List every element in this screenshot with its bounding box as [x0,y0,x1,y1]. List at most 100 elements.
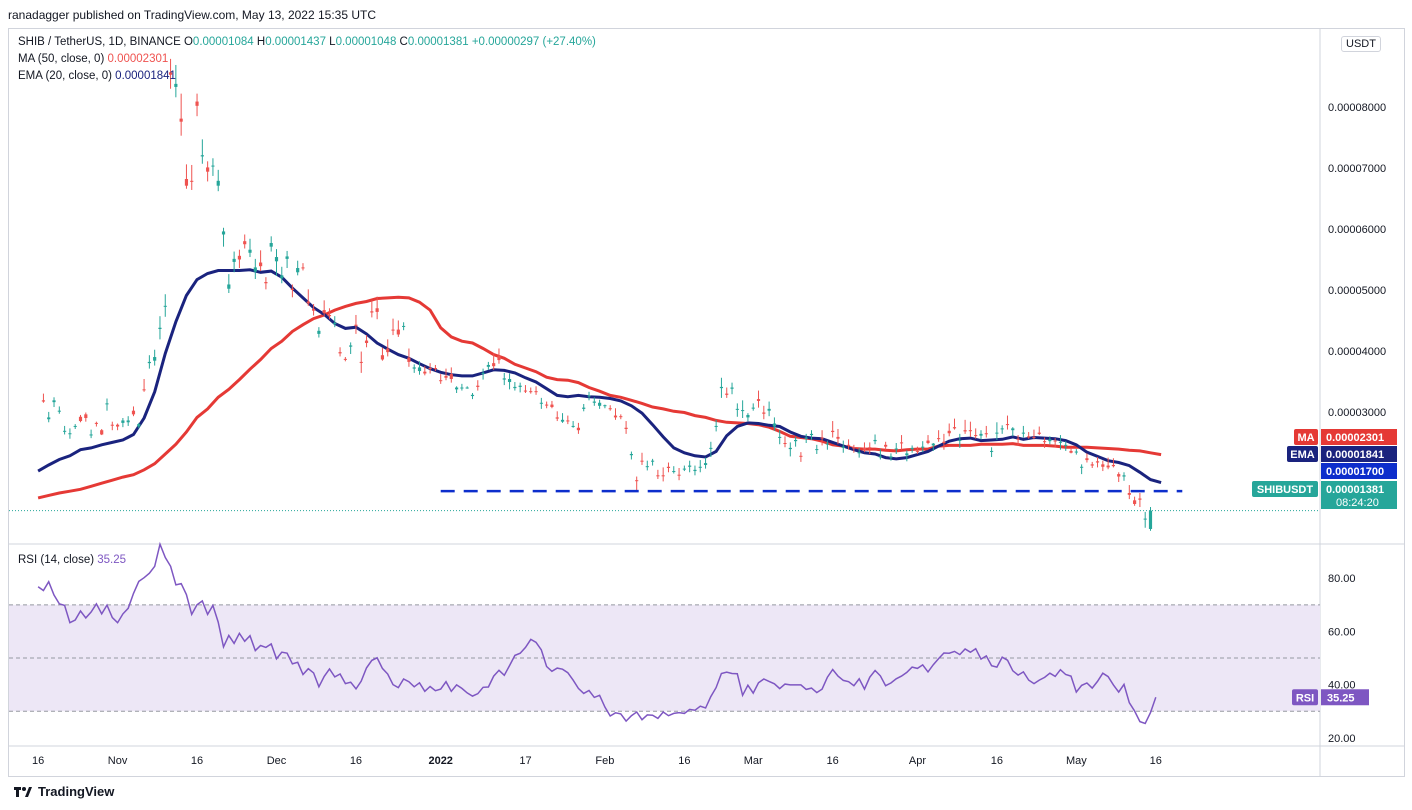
open-label: O [183,36,193,48]
currency-button[interactable]: USDT [1341,36,1381,52]
candle-body [158,327,162,329]
candle-body [174,83,178,87]
time-tick-label: Nov [108,755,128,767]
candle [507,373,512,390]
ema-legend[interactable]: EMA (20, close, 0) 0.00001841 [18,70,176,82]
candle-body [455,387,459,390]
candle-body [253,267,257,272]
candle-body [974,435,978,437]
price-tick-label: 0.00006000 [1328,224,1386,236]
candle [444,368,448,381]
candle [264,277,268,290]
candle-body [889,456,893,458]
candle [799,452,803,462]
candle-body [709,447,713,449]
candle-body [804,437,808,439]
candle-body [476,385,480,387]
candle [317,327,321,338]
candle-body [725,393,729,395]
candle-body [836,436,840,439]
candle [497,348,501,364]
time-tick-label: May [1066,755,1087,767]
candle [343,357,347,362]
candle [1016,435,1020,446]
candle-body [603,405,607,407]
rsi-legend[interactable]: RSI (14, close) 35.25 [18,554,126,566]
candle [613,408,618,420]
candle-body [910,447,914,450]
candle [285,250,289,269]
high-value: 0.00001437 [265,36,326,48]
time-tick-label: 16 [827,755,839,767]
candle [364,335,369,348]
candle-body [825,443,829,445]
ema-badge-label-bg [1287,446,1318,462]
candle-body [115,424,120,427]
candle-body [1027,436,1031,438]
close-value: 0.00001381 [407,36,469,48]
candle [142,378,146,392]
candle [391,318,395,336]
candle-body [947,430,951,434]
ma-legend[interactable]: MA (50, close, 0) 0.00002301 [18,53,168,65]
candle-body [624,427,628,429]
candle-body [301,267,305,269]
candle [598,399,602,409]
candle [1095,457,1100,468]
price-tick-label: 0.00008000 [1328,102,1386,114]
candle [645,460,649,471]
candle-body [735,408,739,410]
candle [439,374,443,384]
candle [1053,438,1057,448]
candle-body [899,442,904,444]
candle-body [280,275,284,279]
tradingview-brand[interactable]: TradingView [14,784,114,799]
ohlc-legend: SHIB / TetherUS, 1D, BINANCE O0.00001084… [18,36,596,48]
candle [857,447,861,458]
candle [407,348,411,367]
candle [719,377,724,398]
candle-body [677,474,681,476]
candle [110,421,114,431]
candle-body [746,414,750,418]
candle [1011,427,1015,437]
candle [650,458,655,466]
candle-body [942,441,946,444]
close-label: C [399,36,408,48]
candle [841,440,845,453]
candle [899,435,904,450]
candle-body [566,420,570,422]
candle-body [1122,475,1126,477]
candle [41,393,46,403]
candle-body [598,402,602,406]
candle [523,385,528,394]
candle-body [921,446,925,448]
candle-body [1148,510,1153,529]
candle [1090,461,1094,469]
candle [216,169,220,192]
candle-body [311,308,316,311]
candle [131,406,136,417]
candle [476,380,480,391]
rsi-badge-label-bg [1292,689,1318,706]
candle [915,446,920,454]
candle-body [1117,474,1121,477]
candle [767,401,771,417]
candle-body [778,436,782,438]
candle [661,467,665,482]
candle-body [762,412,766,414]
candle [63,425,67,435]
candle-body [1106,465,1110,468]
candle [290,284,294,298]
candle [783,436,787,448]
candle-body [799,455,803,457]
candle-body [952,427,957,429]
candle [571,421,575,428]
candle-body [931,443,935,446]
candle [703,457,708,469]
candle-body [110,424,114,426]
candle [931,443,935,451]
candle [375,296,379,320]
symbol-label[interactable]: SHIB / TetherUS, 1D, BINANCE [18,36,181,48]
